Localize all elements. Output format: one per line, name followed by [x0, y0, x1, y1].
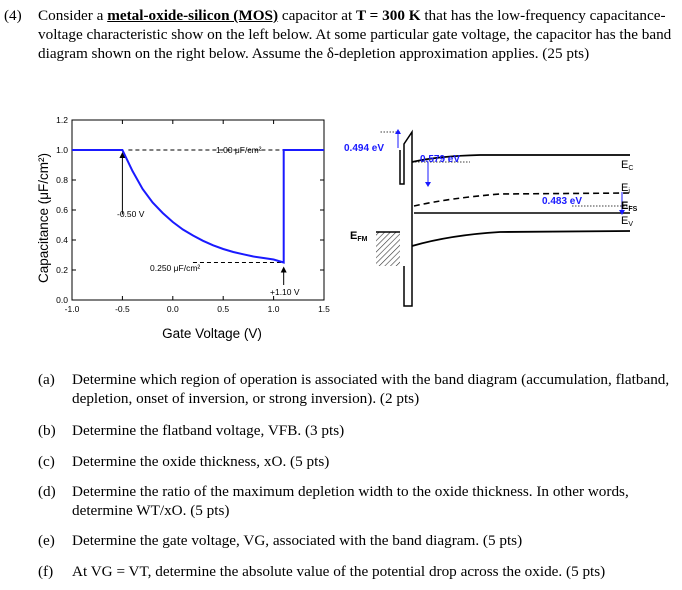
- x-tick-label: 0.0: [167, 304, 179, 314]
- problem-text-1: Consider a: [38, 7, 108, 24]
- label-0579: 0.579 eV: [420, 154, 460, 165]
- x-tick-label: 1.0: [268, 304, 280, 314]
- problem-number: (4): [4, 7, 22, 24]
- question-label: (d): [38, 483, 56, 500]
- y-tick-label: 1.0: [56, 145, 68, 155]
- y-axis-label: Capacitance (μF/cm²): [36, 153, 51, 283]
- question-label: (a): [38, 371, 55, 388]
- problem-temperature: T = 300 K: [356, 7, 421, 24]
- metal-fermi-region: [376, 232, 400, 266]
- x-tick-label: -0.5: [115, 304, 130, 314]
- arrowhead-0494: [395, 129, 401, 134]
- intrinsic-level: [413, 192, 631, 207]
- question-text: Determine the ratio of the maximum deple…: [72, 483, 629, 519]
- cv-axes: [71, 119, 325, 301]
- label-ec: EC: [621, 159, 633, 172]
- label-efs: EFS: [621, 200, 638, 213]
- vt-label: +1.10 V: [270, 287, 300, 297]
- question-e: (e) Determine the gate voltage, VG, asso…: [38, 531, 674, 550]
- question-b: (b) Determine the flatband voltage, VFB.…: [38, 421, 674, 440]
- oxide-conduction-edge: [399, 129, 413, 307]
- question-text: Determine the oxide thickness, xO. (5 pt…: [72, 453, 330, 470]
- problem-term: metal-oxide-silicon (MOS): [107, 7, 279, 24]
- question-a: (a) Determine which region of operation …: [38, 370, 674, 408]
- cv-curve: [72, 149, 324, 264]
- y-tick-label: 0.4: [56, 235, 68, 245]
- question-label: (f): [38, 563, 54, 580]
- question-f: (f) At VG = VT, determine the absolute v…: [38, 562, 674, 581]
- problem-statement: (4) Consider a metal-oxide-silicon (MOS)…: [4, 6, 674, 63]
- problem-text-3: that has the low-frequency capacitance-v…: [38, 7, 672, 62]
- vt-arrowhead: [280, 266, 287, 273]
- question-c: (c) Determine the oxide thickness, xO. (…: [38, 452, 674, 471]
- arrowhead-0579: [425, 182, 431, 187]
- label-0483: 0.483 eV: [542, 196, 582, 207]
- question-label: (b): [38, 422, 56, 439]
- conduction-band-edge: [411, 154, 630, 163]
- question-d: (d) Determine the ratio of the maximum d…: [38, 482, 674, 520]
- y-tick-label: 0.2: [56, 265, 68, 275]
- y-tick-label: 0.0: [56, 295, 68, 305]
- problem-text-2: capacitor at: [278, 7, 357, 24]
- y-tick-label: 0.6: [56, 205, 68, 215]
- valence-band-edge: [411, 230, 631, 247]
- x-tick-label: 1.5: [318, 304, 330, 314]
- label-ev: EV: [621, 215, 633, 228]
- cox-label: 1.00 μF/cm²: [216, 145, 262, 155]
- question-label: (c): [38, 453, 55, 470]
- y-tick-label: 1.2: [56, 115, 68, 125]
- cv-annotations: [119, 149, 287, 285]
- question-text: Determine the gate voltage, VG, associat…: [72, 532, 523, 549]
- question-text: Determine which region of operation is a…: [72, 371, 670, 407]
- question-label: (e): [38, 532, 55, 549]
- cmin-label: 0.250 μF/cm²: [150, 263, 200, 273]
- y-tick-label: 0.8: [56, 175, 68, 185]
- label-0494: 0.494 eV: [344, 143, 384, 154]
- band-diagram: 0.494 eV 0.579 eV 0.483 eV EFM EC Ei EFS…: [344, 129, 638, 307]
- question-text: Determine the flatband voltage, VFB. (3 …: [72, 422, 345, 439]
- question-text: At VG = VT, determine the absolute value…: [72, 563, 606, 580]
- problem-text: Consider a metal-oxide-silicon (MOS) cap…: [38, 6, 674, 63]
- arrowhead-0483: [619, 210, 625, 215]
- cv-ticks: -1.0 -0.5 0.0 0.5 1.0 1.5 0.0 0.2 0.4 0.6 0.8 1.0 1.…: [56, 115, 330, 314]
- cv-chart: -1.0 -0.5 0.0 0.5 1.0 1.5 0.0 0.2 0.4 0.6 0.8 1.0 1.…: [36, 115, 330, 341]
- x-axis-label: Gate Voltage (V): [162, 326, 262, 341]
- vfb-arrowhead: [119, 152, 126, 158]
- label-ei: Ei: [621, 182, 630, 195]
- x-tick-label: 0.5: [217, 304, 229, 314]
- plot-frame: [71, 119, 325, 301]
- label-efm: EFM: [350, 230, 368, 243]
- x-tick-label: -1.0: [65, 304, 80, 314]
- vfb-label: -0.50 V: [117, 209, 145, 219]
